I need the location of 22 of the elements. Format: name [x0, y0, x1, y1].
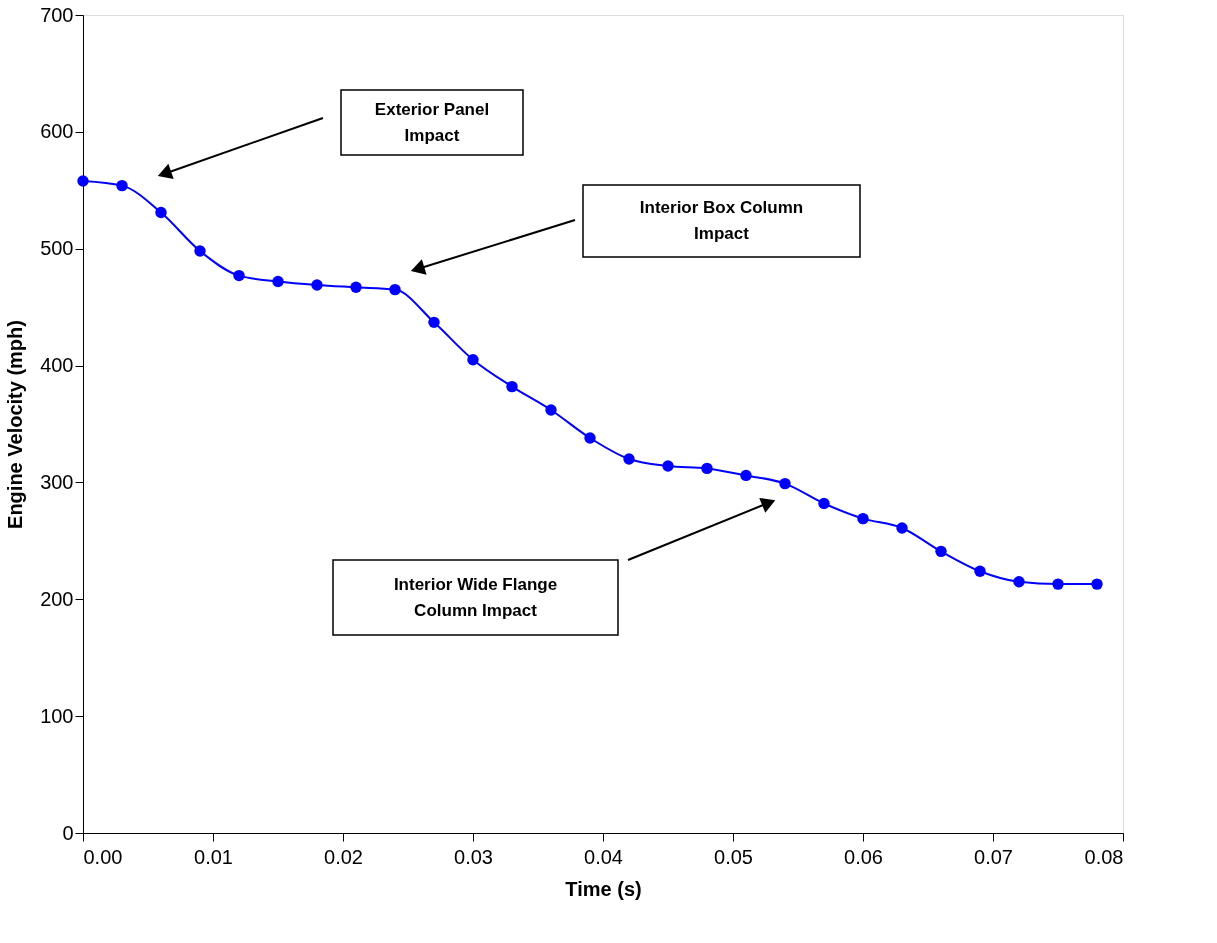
x-tick-label: 0.06	[844, 845, 883, 868]
y-tick-label: 100	[40, 704, 74, 727]
annotation: Interior Box Column Impact	[639, 198, 804, 243]
y-axis-title: Engine Velocity (mph)	[4, 320, 27, 529]
annotation: Interior Wide Flange Column Impact	[393, 574, 558, 620]
y-tick-label: 0	[62, 821, 74, 844]
x-tick-label: 0.03	[454, 845, 493, 868]
y-tick-label: 400	[40, 354, 74, 377]
y-tick-label: 200	[40, 587, 74, 610]
y-tick-label: 700	[40, 3, 74, 26]
x-tick-label: 0.08	[1084, 845, 1124, 868]
x-tick-label: 0.00	[83, 845, 123, 868]
x-axis-title: Time (s)	[565, 877, 642, 900]
y-tick-label: 500	[40, 237, 74, 260]
y-tick-label: 300	[40, 470, 74, 493]
x-tick-label: 0.02	[324, 845, 363, 868]
x-tick-label: 0.04	[584, 845, 623, 868]
x-tick-label: 0.05	[714, 845, 753, 868]
y-tick-label: 600	[40, 120, 74, 143]
x-tick-label: 0.07	[974, 845, 1013, 868]
x-tick-label: 0.01	[194, 845, 233, 868]
annotation: Exterior Panel Impact	[374, 99, 490, 145]
